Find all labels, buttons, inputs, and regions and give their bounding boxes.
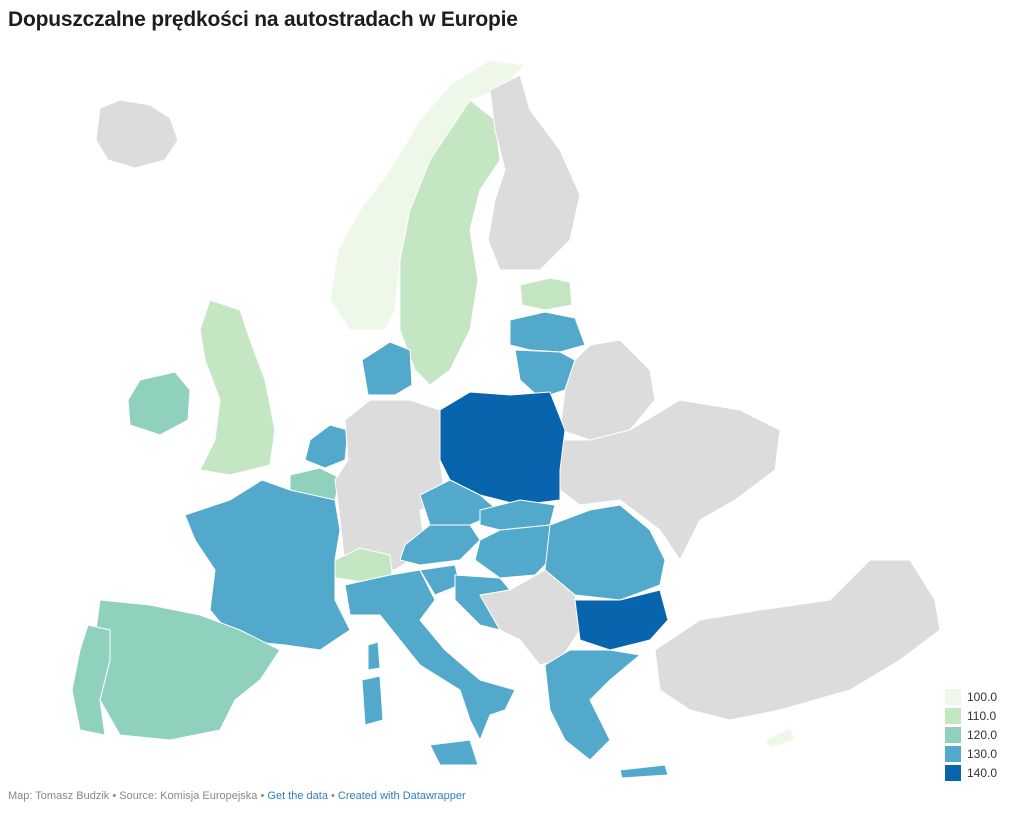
country-estonia[interactable] [519,277,573,311]
country-balkans[interactable] [479,569,581,666]
country-poland[interactable] [439,391,566,506]
map-title: Dopuszczalne prędkości na autostradach w… [8,8,518,31]
country-latvia[interactable] [509,311,586,353]
country-sicily[interactable] [429,739,479,766]
country-portugal[interactable] [71,624,111,736]
legend-item: 120.0 [945,725,997,744]
country-crete[interactable] [619,764,669,779]
country-germany[interactable] [334,399,446,571]
legend-label: 120.0 [967,727,998,742]
legend-label: 140.0 [967,765,998,780]
legend: 100.0 110.0 120.0 130.0 140.0 [945,687,997,782]
legend-swatch [945,688,961,705]
country-turkey[interactable] [654,559,941,721]
country-greece[interactable] [544,649,641,761]
footer-credit: Map: Tomasz Budzik • Source: Komisja Eur… [8,790,268,802]
country-iceland[interactable] [95,99,179,169]
legend-swatch [945,745,961,762]
country-italy[interactable] [344,569,516,741]
datawrapper-link[interactable]: Created with Datawrapper [337,790,466,802]
country-cyprus[interactable] [764,727,796,749]
footer: Map: Tomasz Budzik • Source: Komisja Eur… [8,790,466,802]
country-uk[interactable] [199,299,276,476]
legend-swatch [945,707,961,724]
country-belarus[interactable] [559,339,656,441]
country-denmark[interactable] [361,341,413,396]
legend-label: 110.0 [967,708,997,723]
legend-swatch [945,764,961,781]
legend-swatch [945,726,961,743]
country-france[interactable] [184,479,351,651]
get-data-link[interactable]: Get the data [267,790,328,802]
legend-label: 100.0 [967,689,998,704]
europe-map [71,59,941,779]
country-netherlands[interactable] [304,424,349,469]
country-bulgaria[interactable] [574,589,669,651]
country-ireland[interactable] [127,371,191,436]
legend-item: 110.0 [945,706,997,725]
legend-item: 100.0 [945,687,997,706]
footer-separator: • [327,790,338,802]
country-sardinia[interactable] [361,675,384,726]
legend-item: 140.0 [945,763,997,782]
country-ukraine[interactable] [559,399,781,561]
country-finland[interactable] [487,74,581,271]
country-austria[interactable] [399,524,481,566]
legend-item: 130.0 [945,744,997,763]
country-norway[interactable] [329,59,526,331]
country-sweden[interactable] [399,99,501,386]
legend-label: 130.0 [967,746,998,761]
country-corsica[interactable] [367,641,381,671]
